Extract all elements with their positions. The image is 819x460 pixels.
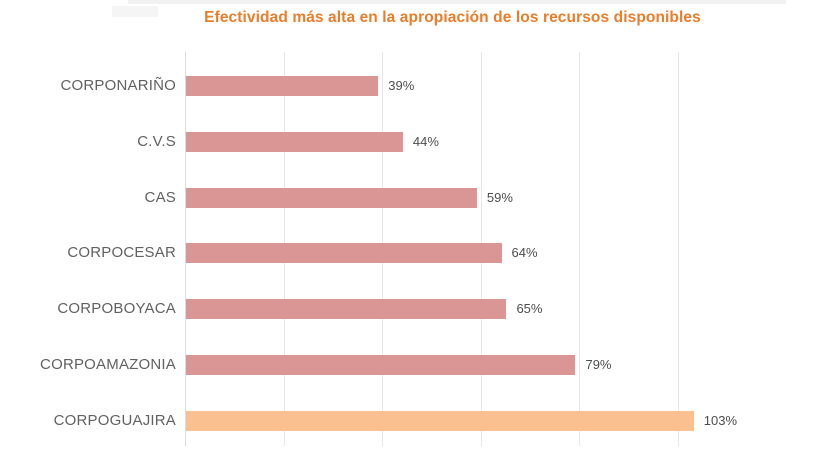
bar-corpoamazonia xyxy=(186,355,576,376)
cropped-ui-artifact xyxy=(128,0,786,4)
cropped-ui-artifact xyxy=(112,6,158,17)
category-label: CAS xyxy=(144,188,176,206)
value-label: 65% xyxy=(516,301,543,317)
value-label: 39% xyxy=(388,78,415,93)
bar-corpoboyaca xyxy=(186,299,507,320)
x-gridline xyxy=(185,52,186,446)
bar-c-v-s xyxy=(186,131,403,152)
bar-corpoguajira xyxy=(186,410,694,431)
value-label: 79% xyxy=(585,357,612,373)
bar-corpocesar xyxy=(186,243,502,264)
value-label: 44% xyxy=(412,133,439,149)
category-label: CORPONARIÑO xyxy=(60,77,176,94)
category-label: CORPOBOYACA xyxy=(57,300,176,318)
category-label: CORPOAMAZONIA xyxy=(40,356,176,374)
bar-cas xyxy=(186,187,477,208)
x-gridline xyxy=(579,52,581,446)
x-gridline xyxy=(678,52,679,446)
value-label: 103% xyxy=(703,412,738,428)
bar-corponari-o xyxy=(186,76,379,96)
value-label: 59% xyxy=(486,189,513,205)
category-label: CORPOGUAJIRA xyxy=(53,411,176,429)
value-label: 64% xyxy=(511,245,538,261)
category-label: C.V.S xyxy=(137,132,176,150)
category-label: CORPOCESAR xyxy=(67,244,176,262)
chart-title: Efectividad más alta en la apropiación d… xyxy=(204,9,701,26)
